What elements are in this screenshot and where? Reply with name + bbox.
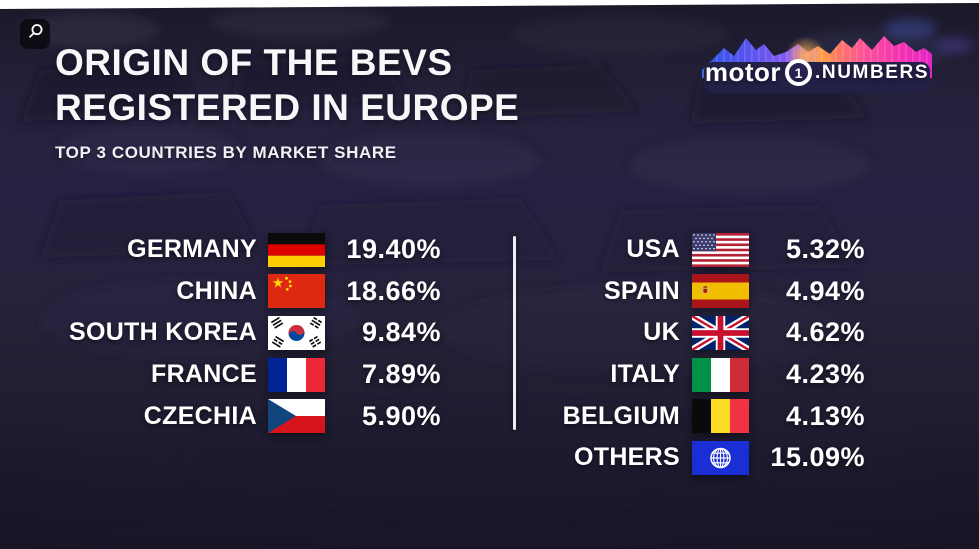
market-share-value: 4.23% [785, 359, 865, 390]
market-share-value: 4.62% [785, 317, 865, 348]
country-row: SPAIN 4.94% [490, 271, 865, 313]
country-row: OTHERS 15.09% [490, 437, 865, 479]
country-row: ITALY 4.23% [490, 354, 865, 396]
logo-word-motor: motor [704, 57, 782, 87]
magnifier-icon [27, 23, 44, 45]
country-row: CZECHIA 5.90% [60, 395, 441, 437]
country-row: USA 5.32% [490, 229, 865, 271]
south-korea-flag-icon [268, 315, 325, 350]
logo-circle-1: 1 [785, 59, 813, 86]
market-share-value: 15.09% [770, 442, 865, 473]
motor1-numbers-logo: motor 1 .NUMBERS [702, 26, 932, 100]
country-label: SPAIN [603, 276, 680, 305]
page-title-line1: ORIGIN OF THE BEVS [55, 42, 453, 83]
country-label: OTHERS [574, 443, 680, 472]
country-label: SOUTH KOREA [68, 318, 257, 347]
france-flag-icon [268, 357, 325, 392]
page-title-line2: REGISTERED IN EUROPE [55, 87, 520, 128]
country-row: SOUTH KOREA 9.84% [60, 312, 441, 354]
belgium-flag-icon [692, 399, 749, 434]
country-label: BELGIUM [562, 401, 680, 430]
country-label: GERMANY [127, 235, 257, 264]
globe-flag-icon [692, 440, 749, 475]
country-label: CZECHIA [143, 401, 257, 430]
country-row: UK 4.62% [490, 312, 865, 354]
zoom-button[interactable] [20, 19, 50, 49]
country-row: GERMANY 19.40% [60, 229, 441, 271]
country-column-right: USA 5.32% SPAIN 4.94% UK 4.62% ITALY 4.23% BELGI… [490, 229, 865, 479]
header: ORIGIN OF THE BEVS REGISTERED IN EUROPE … [55, 40, 519, 163]
germany-flag-icon [268, 232, 325, 267]
market-share-value: 4.13% [785, 400, 865, 431]
market-share-value: 19.40% [346, 234, 441, 265]
country-row: FRANCE 7.89% [60, 354, 441, 396]
usa-flag-icon [692, 232, 749, 267]
logo-word-numbers: .NUMBERS [815, 61, 930, 83]
column-divider [513, 236, 516, 430]
logo-mountain-graphic [702, 36, 932, 93]
country-row: CHINA 18.66% [60, 271, 441, 313]
market-share-value: 9.84% [361, 317, 441, 348]
market-share-value: 7.89% [361, 359, 441, 390]
logo-text: motor 1 .NUMBERS [702, 57, 932, 88]
country-label: CHINA [176, 276, 257, 305]
country-label: UK [643, 318, 680, 347]
market-share-value: 18.66% [346, 275, 441, 306]
spain-flag-icon [692, 274, 749, 309]
country-column-left: GERMANY 19.40% CHINA 18.66% SOUTH KOREA 9.84%… [60, 229, 441, 437]
uk-flag-icon [692, 315, 749, 350]
country-label: USA [626, 235, 680, 264]
country-label: FRANCE [151, 360, 257, 389]
italy-flag-icon [692, 357, 749, 392]
market-share-value: 4.94% [785, 275, 865, 306]
country-row: BELGIUM 4.13% [490, 395, 865, 437]
page-subtitle: TOP 3 COUNTRIES BY MARKET SHARE [55, 143, 397, 162]
country-label: ITALY [610, 360, 680, 389]
czechia-flag-icon [268, 399, 325, 434]
market-share-value: 5.32% [785, 234, 865, 265]
china-flag-icon [268, 274, 325, 309]
market-share-value: 5.90% [361, 400, 441, 431]
